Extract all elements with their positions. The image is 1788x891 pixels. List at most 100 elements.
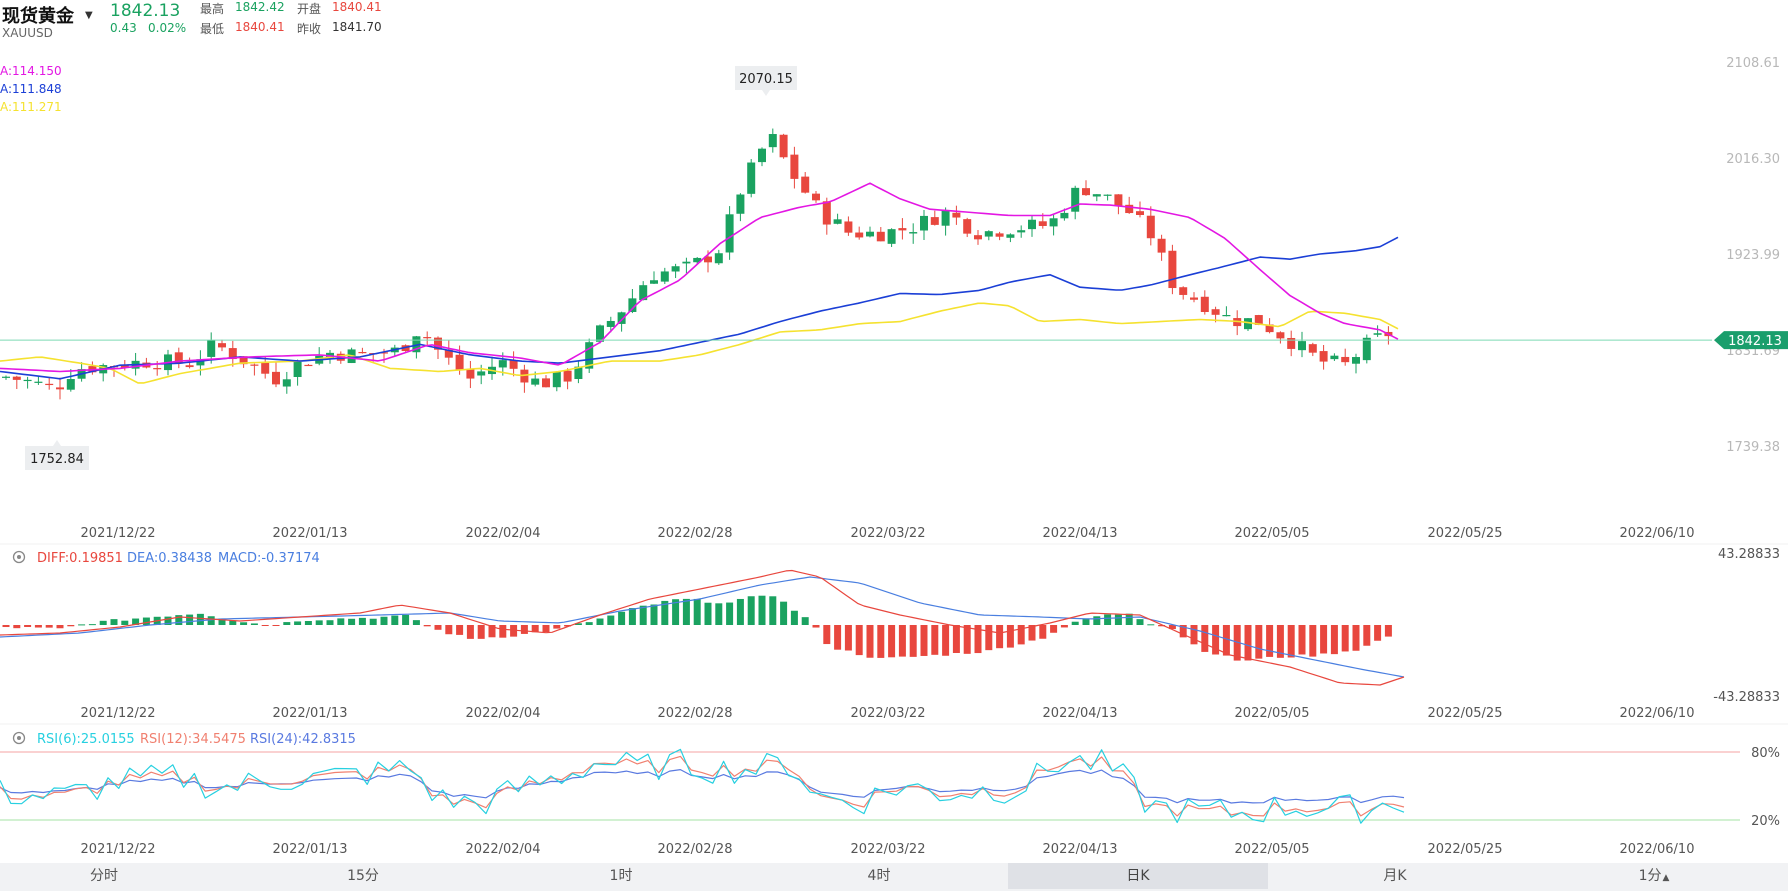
rsi24-line	[0, 768, 1405, 804]
instrument-header: 现货黄金 ▼ XAUUSD 1842.13 0.43 0.02% 最高 1842…	[0, 0, 520, 44]
candle-body	[822, 201, 831, 225]
candle-body	[1341, 356, 1350, 363]
period-tab-monthly[interactable]: 月K	[1383, 868, 1407, 884]
candle-body	[574, 366, 583, 380]
candle-body	[866, 231, 874, 237]
macd-histogram-bar	[229, 620, 237, 625]
candle-body	[628, 298, 637, 312]
candle-body	[56, 387, 64, 390]
low-value: 1840.41	[235, 20, 285, 34]
macd-histogram-bar	[1147, 624, 1155, 626]
candle-body	[779, 134, 788, 158]
main-date-label: 2022/01/13	[273, 526, 348, 541]
macd-histogram-bar	[412, 620, 420, 625]
candle-body	[714, 253, 723, 264]
ma-legend-2: A:111.848	[0, 82, 62, 96]
rsi-date-label: 2022/03/22	[851, 842, 926, 857]
macd-histogram-bar	[823, 625, 831, 645]
macd-histogram-bar	[866, 625, 874, 658]
rsi6-line	[0, 748, 1405, 824]
candle-body	[1028, 219, 1036, 230]
macd-legend-diff: DIFF:0.19851	[37, 551, 123, 566]
macd-histogram-bar	[326, 620, 334, 625]
candle-body	[1006, 234, 1015, 238]
macd-histogram-bar	[240, 622, 248, 625]
macd-histogram-bar	[56, 625, 64, 629]
candle-body	[12, 376, 21, 380]
period-tab-15m[interactable]: 15分	[347, 868, 379, 884]
rsi-date-label: 2022/01/13	[273, 842, 348, 857]
macd-histogram-bar	[888, 625, 896, 658]
macd-histogram-bar	[1233, 625, 1241, 661]
candle-body	[1125, 204, 1134, 214]
macd-histogram-bar	[132, 618, 140, 625]
candle-body	[736, 194, 745, 214]
open-label: 开盘	[297, 2, 322, 16]
candle-body	[704, 256, 712, 263]
main-date-label: 2022/02/28	[658, 526, 733, 541]
period-tab-1m[interactable]: 1分▲	[1604, 863, 1704, 889]
macd-histogram-bar	[963, 625, 971, 654]
macd-date-label: 2022/02/04	[466, 706, 541, 721]
candle-body	[423, 337, 432, 339]
macd-histogram-bar	[13, 625, 21, 629]
candle-body	[995, 233, 1004, 237]
prev-close-label: 昨收	[297, 22, 322, 36]
macd-histogram-bar	[877, 625, 885, 658]
macd-histogram-bar	[1104, 614, 1112, 625]
macd-histogram-bar	[218, 618, 226, 625]
rsi-axis-20: 20%	[1751, 814, 1780, 829]
candle-body	[747, 162, 756, 194]
macd-histogram-bar	[585, 622, 593, 625]
macd-histogram-bar	[952, 625, 960, 653]
macd-histogram-bar	[682, 598, 690, 625]
rsi-date-label: 2022/05/05	[1235, 842, 1310, 857]
candle-body	[1038, 221, 1047, 226]
macd-histogram-bar	[1179, 625, 1187, 638]
high-value: 1842.42	[235, 0, 285, 14]
instrument-name[interactable]: 现货黄金	[2, 6, 74, 27]
current-price-tag-text: 1842.13	[1728, 334, 1782, 349]
macd-histogram-bar	[67, 625, 75, 627]
candle-body	[23, 379, 32, 382]
macd-histogram-bar	[769, 596, 777, 625]
period-bar: 分时 15分 1时 4时 日K 月K 1分▲	[0, 863, 1788, 891]
main-date-label: 2022/04/13	[1043, 526, 1118, 541]
low-label: 最低	[200, 22, 225, 36]
period-tab-1h[interactable]: 1时	[609, 868, 633, 884]
macd-date-label: 2022/01/13	[273, 706, 348, 721]
main-date-label: 2022/02/04	[466, 526, 541, 541]
candle-body	[876, 231, 885, 242]
candle-body	[617, 312, 626, 324]
macd-histogram-bar	[834, 625, 842, 650]
macd-histogram-bar	[1060, 625, 1068, 628]
min-callout-text: 1752.84	[30, 452, 84, 467]
period-tab-4h[interactable]: 4时	[867, 868, 891, 884]
rsi-legend-24: RSI(24):42.8315	[250, 732, 356, 747]
period-tab-daily[interactable]: 日K	[1008, 863, 1268, 889]
candle-body	[768, 134, 777, 148]
gear-icon	[12, 550, 26, 564]
rsi-date-label: 2022/04/13	[1043, 842, 1118, 857]
macd-histogram-bar	[1006, 625, 1014, 648]
macd-histogram-bar	[1093, 616, 1101, 625]
candle-body	[1276, 332, 1285, 339]
dropdown-caret-icon[interactable]: ▼	[85, 10, 93, 21]
chart-canvas[interactable]: 2108.612016.301923.991831.691739.382021/…	[0, 0, 1788, 863]
rsi-legend-6: RSI(6):25.0155	[37, 732, 135, 747]
candle-body	[930, 217, 939, 225]
macd-axis-top: 43.28833	[1718, 547, 1780, 562]
price-change: 0.43	[110, 21, 137, 35]
candle-body	[218, 343, 226, 348]
candle-body	[434, 337, 442, 350]
rsi12-line	[0, 755, 1405, 817]
macd-histogram-bar	[164, 616, 172, 625]
macd-histogram-bar	[1222, 625, 1230, 656]
candle-body	[1200, 296, 1209, 313]
price-axis-label: 1923.99	[1726, 248, 1780, 263]
high-label: 最高	[200, 2, 225, 16]
macd-histogram-bar	[283, 622, 291, 625]
period-tab-fenshi[interactable]: 分时	[90, 868, 118, 884]
macd-histogram-bar	[931, 625, 939, 655]
macd-histogram-bar	[531, 625, 539, 633]
